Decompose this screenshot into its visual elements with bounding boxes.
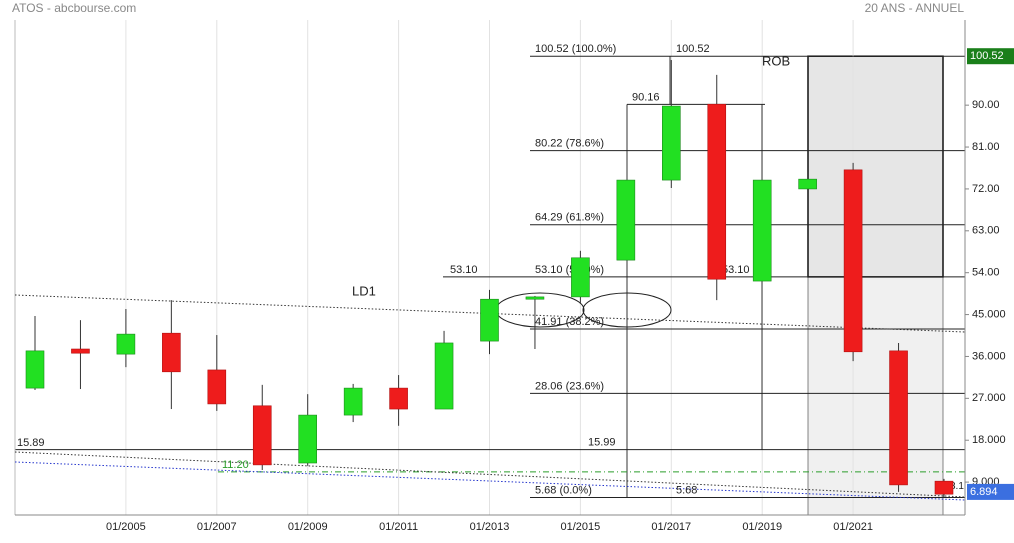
candle-body bbox=[798, 178, 817, 190]
x-tick-label: 01/2013 bbox=[470, 521, 510, 533]
candle-body bbox=[25, 350, 45, 389]
x-tick-label: 01/2009 bbox=[288, 521, 328, 533]
x-tick-label: 01/2021 bbox=[833, 521, 873, 533]
x-tick-label: 01/2005 bbox=[106, 521, 146, 533]
price-tag bbox=[967, 483, 1014, 500]
level-label: 8.1 bbox=[950, 481, 964, 492]
level-label: 15.99 bbox=[588, 436, 616, 448]
fib-label: 64.29 (61.8%) bbox=[535, 212, 604, 224]
price-tag bbox=[967, 48, 1014, 65]
ellipse bbox=[582, 292, 672, 328]
candle-body bbox=[207, 369, 227, 405]
candle-body bbox=[252, 405, 272, 466]
x-tick-label: 01/2015 bbox=[561, 521, 601, 533]
y-tick-label: 27.000 bbox=[972, 392, 1006, 404]
x-tick-label: 01/2007 bbox=[197, 521, 237, 533]
y-tick-label: 72.00 bbox=[972, 183, 1000, 195]
candle-body bbox=[571, 257, 590, 298]
candle-body bbox=[71, 348, 90, 354]
candle-body bbox=[343, 387, 363, 416]
x-tick-label: 01/2011 bbox=[379, 521, 418, 533]
fib-label: 53.10 (50.0%) bbox=[535, 264, 604, 276]
candle-body bbox=[162, 332, 181, 373]
candle-body bbox=[616, 179, 636, 261]
candle-body bbox=[480, 298, 499, 342]
y-tick-label: 36.000 bbox=[972, 350, 1006, 362]
price-tag-label: 6.894 bbox=[970, 486, 998, 498]
candle-body bbox=[843, 169, 863, 353]
level-label: 53.10 bbox=[450, 264, 478, 276]
candle-body bbox=[525, 296, 545, 300]
y-tick-label: 63.00 bbox=[972, 225, 1000, 237]
x-tick-label: 01/2019 bbox=[742, 521, 782, 533]
candle-body bbox=[934, 480, 954, 495]
candle-body bbox=[116, 333, 136, 355]
candle-body bbox=[389, 387, 408, 410]
level-label: 15.89 bbox=[17, 437, 45, 449]
candle-body bbox=[752, 179, 772, 282]
fib-label: 100.52 (100.0%) bbox=[535, 43, 616, 55]
fib-label: 28.06 (23.6%) bbox=[535, 380, 604, 392]
level-label: 53.10 bbox=[722, 264, 750, 276]
chart-title: ATOS - abcbourse.com bbox=[12, 1, 136, 15]
zone bbox=[807, 55, 944, 278]
candle-body bbox=[889, 350, 908, 486]
candle-body bbox=[707, 103, 727, 280]
level-label: 11.20 bbox=[222, 459, 249, 471]
trend-line bbox=[14, 294, 966, 333]
y-tick-label: 45.000 bbox=[972, 308, 1006, 320]
y-tick-label: 90.00 bbox=[972, 99, 1000, 111]
price-tag-label: 100.52 bbox=[970, 50, 1004, 62]
fib-label: 41.91 (38.2%) bbox=[535, 316, 604, 328]
candle-body bbox=[298, 414, 318, 464]
level-label: 5.68 bbox=[676, 484, 697, 496]
annotation: ROB bbox=[762, 53, 790, 68]
y-tick-label: 18.000 bbox=[972, 434, 1006, 446]
candle-body bbox=[661, 105, 681, 181]
level-label: 100.52 bbox=[676, 43, 710, 55]
y-tick-label: 81.00 bbox=[972, 141, 1000, 153]
x-tick-label: 01/2017 bbox=[651, 521, 691, 533]
zone-extension bbox=[807, 276, 944, 516]
fib-label: 5.68 (0.0%) bbox=[535, 484, 592, 496]
trend-line bbox=[14, 451, 966, 498]
trend-line bbox=[14, 461, 966, 501]
fib-label: 80.22 (78.6%) bbox=[535, 138, 604, 150]
candle-body bbox=[434, 342, 454, 410]
chart-subtitle: 20 ANS - ANNUEL bbox=[865, 1, 965, 15]
y-tick-label: 54.00 bbox=[972, 267, 1000, 279]
level-label: 90.16 bbox=[632, 91, 660, 103]
annotation: LD1 bbox=[352, 283, 376, 298]
